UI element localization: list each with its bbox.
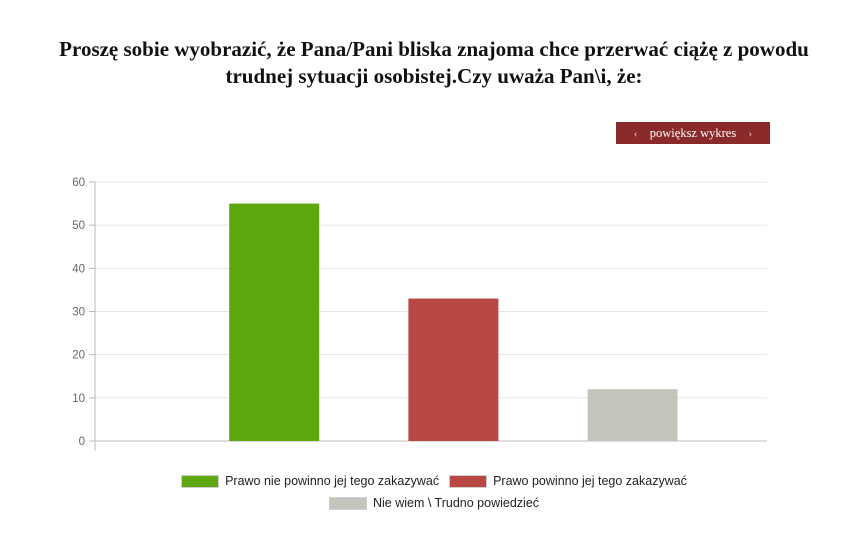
bar[interactable] <box>229 203 320 441</box>
legend-swatch <box>449 474 488 488</box>
bar[interactable] <box>587 389 678 441</box>
legend: Prawo nie powinno jej tego zakazywać Pra… <box>0 474 868 518</box>
zoom-chart-button[interactable]: ‹ powiększ wykres › <box>616 122 770 144</box>
legend-item[interactable]: Prawo nie powinno jej tego zakazywać <box>181 474 439 488</box>
chevron-left-icon: ‹ <box>633 125 638 140</box>
bar[interactable] <box>408 298 499 441</box>
y-tick-label: 50 <box>72 220 85 232</box>
y-tick-label: 30 <box>72 307 85 319</box>
legend-label: Prawo powinno jej tego zakazywać <box>493 474 687 488</box>
legend-item[interactable]: Prawo powinno jej tego zakazywać <box>449 474 687 488</box>
zoom-chart-label: powiększ wykres <box>649 125 737 140</box>
bars <box>229 203 678 441</box>
y-tick-label: 20 <box>72 350 85 362</box>
legend-item[interactable]: Nie wiem \ Trudno powiedzieć <box>328 496 540 510</box>
legend-swatch <box>181 474 220 488</box>
legend-label: Prawo nie powinno jej tego zakazywać <box>225 474 440 488</box>
y-tick-label: 60 <box>72 177 85 189</box>
chevron-right-icon: › <box>748 125 753 140</box>
legend-label: Nie wiem \ Trudno powiedzieć <box>372 496 540 510</box>
y-tick-label: 0 <box>79 436 85 448</box>
y-tick-label: 40 <box>72 263 85 275</box>
y-tick-label: 10 <box>72 393 85 405</box>
legend-swatch <box>328 496 367 510</box>
chart-title: Proszę sobie wyobrazić, że Pana/Pani bli… <box>59 37 809 88</box>
